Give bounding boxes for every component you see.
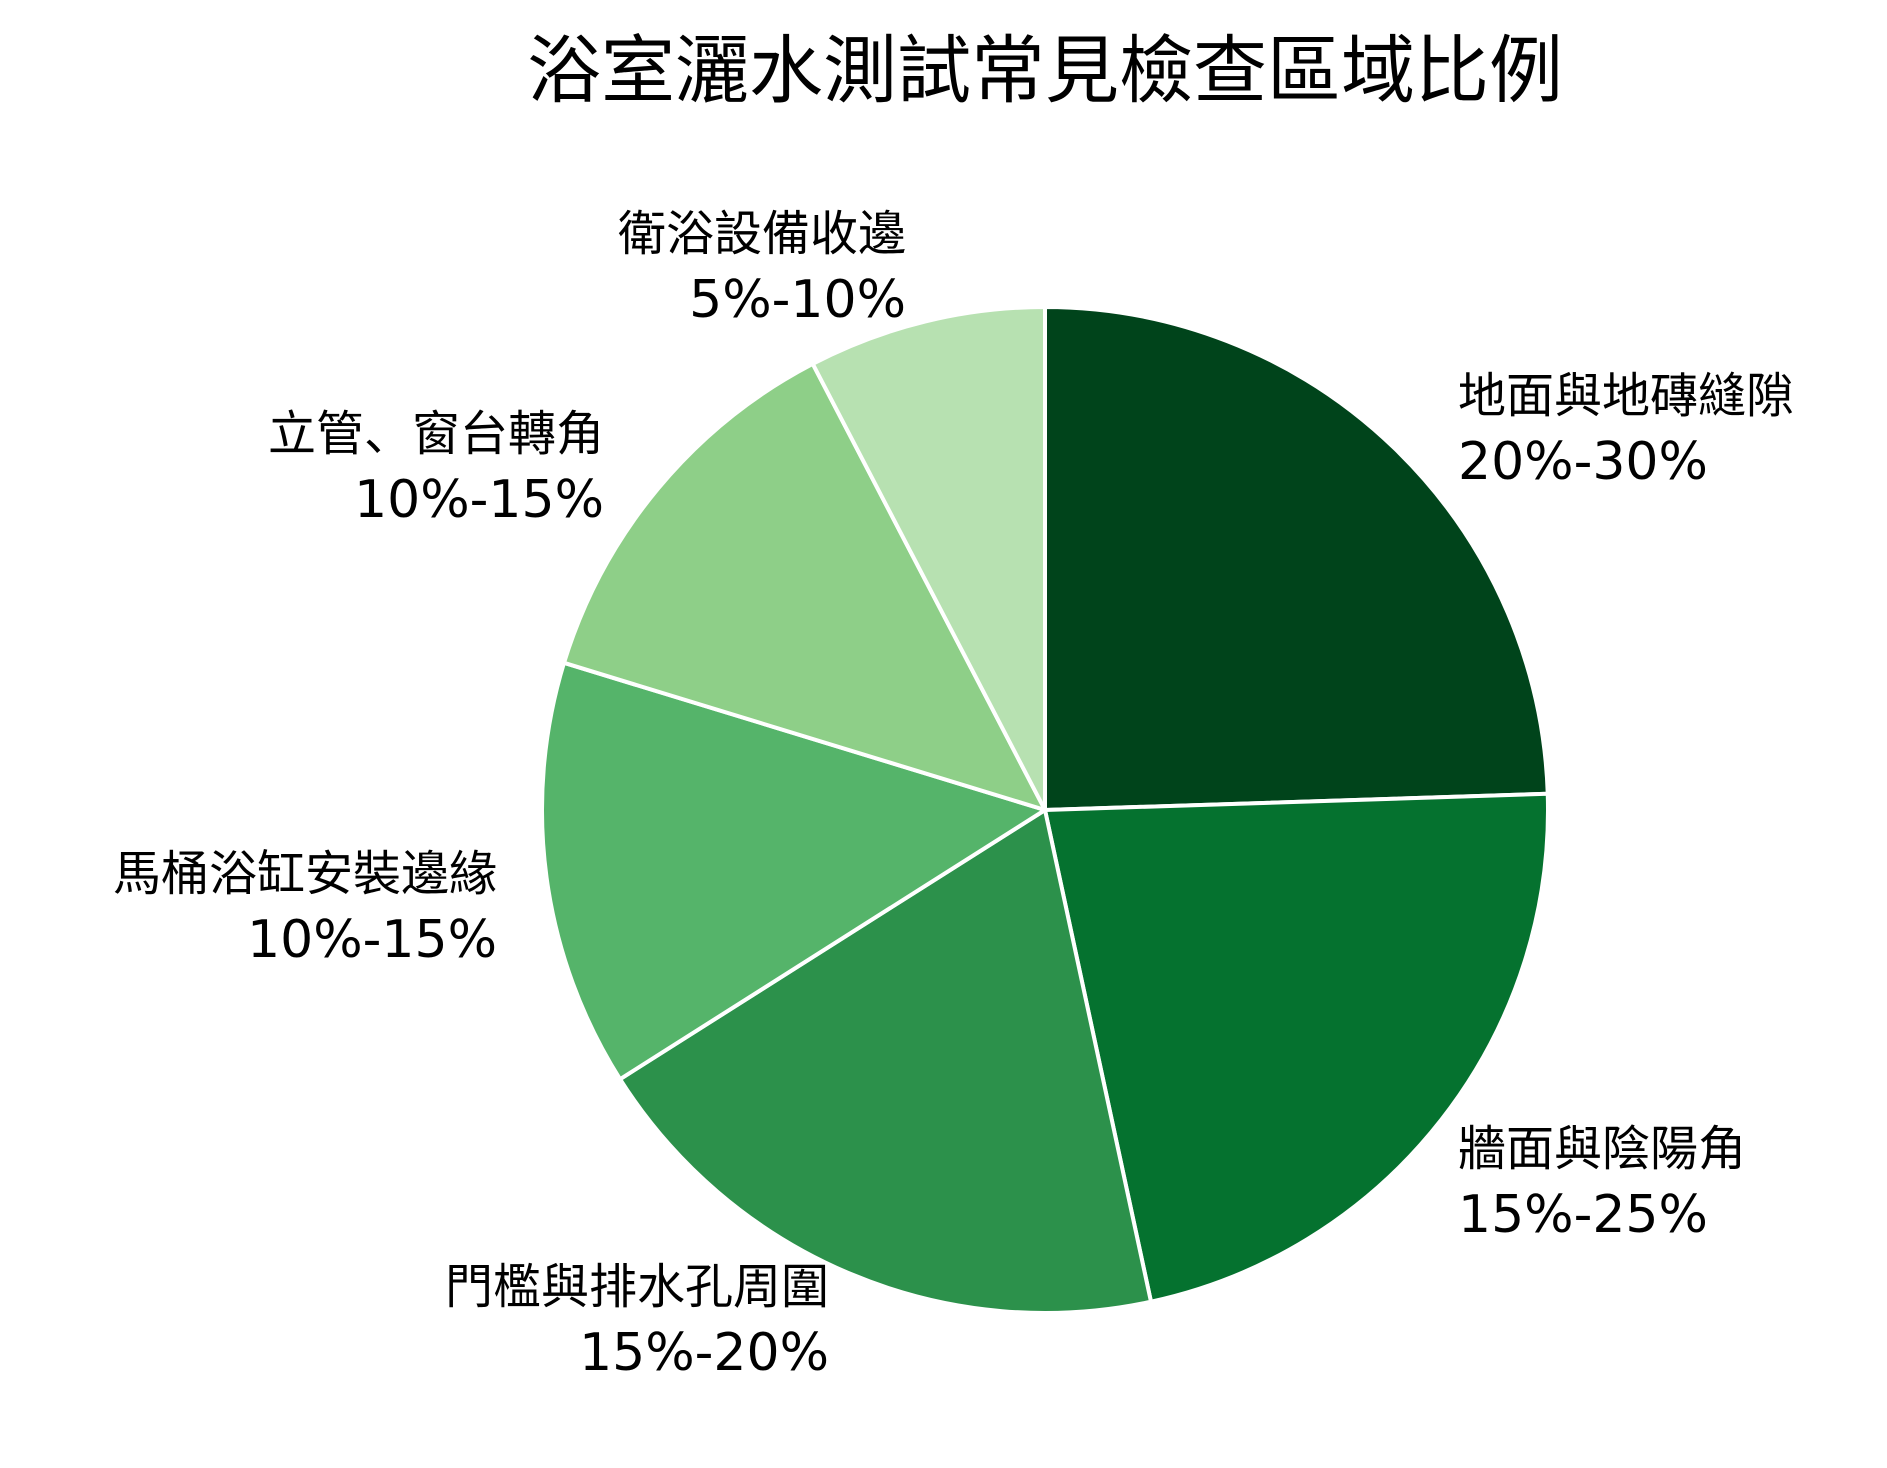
slice-label-4: 馬桶浴缸安裝邊緣 [113,846,497,902]
slice-value-5: 10%-15% [354,470,604,530]
slice-value-1: 20%-30% [1458,432,1708,492]
slice-label-3: 門檻與排水孔周圍 [445,1259,829,1315]
pie-slice-2 [1043,791,1550,1304]
slice-label-5: 立管、窗台轉角 [268,406,604,462]
pie-slice-4 [540,660,1047,1082]
pie-slices [540,305,1550,1315]
slice-label-2: 牆面與陰陽角 [1458,1121,1746,1177]
pie-slice-6 [810,305,1047,812]
pie-labels: 地面與地磚縫隙 20%-30% 牆面與陰陽角 15%-25% 門檻與排水孔周圍 15%-2… [113,206,1794,1383]
slice-value-6: 5%-10% [689,270,906,330]
pie-slice-5 [562,361,1047,812]
slice-label-6: 衛浴設備收邊 [618,206,906,262]
slice-label-1: 地面與地磚縫隙 [1458,368,1794,424]
chart-title: 浴室灑水測試常見檢查區域比例 [527,28,1563,114]
slice-value-3: 15%-20% [579,1323,829,1383]
slice-value-2: 15%-25% [1458,1185,1708,1245]
pie-slice-3 [618,808,1153,1315]
slice-value-4: 10%-15% [247,910,497,970]
pie-slice-1 [1043,305,1550,812]
